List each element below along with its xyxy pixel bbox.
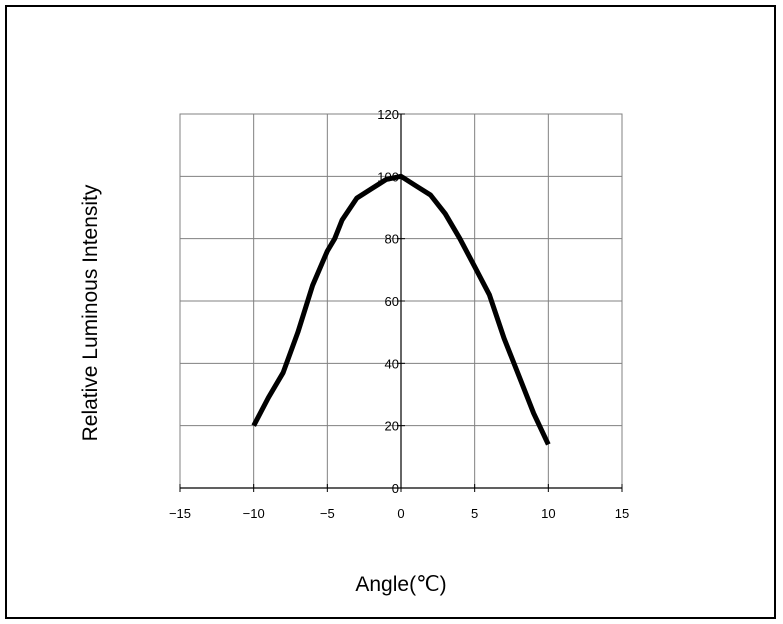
y-tick-label: 80 [385, 232, 399, 247]
x-tick-label: −10 [243, 506, 265, 521]
x-tick-label: 0 [397, 506, 404, 521]
y-tick-label: 120 [377, 107, 399, 122]
x-tick-label: 5 [471, 506, 478, 521]
y-tick-label: 40 [385, 356, 399, 371]
y-tick-label: 0 [392, 481, 399, 496]
x-tick-label: 10 [541, 506, 555, 521]
x-tick-label: 15 [615, 506, 629, 521]
x-axis-label: Angle(℃) [355, 573, 446, 596]
y-tick-label: 60 [385, 294, 399, 309]
x-tick-label: −15 [169, 506, 191, 521]
y-axis-label: Relative Luminous Intensity [79, 184, 102, 441]
y-tick-label: 20 [385, 419, 399, 434]
x-tick-label: −5 [320, 506, 335, 521]
